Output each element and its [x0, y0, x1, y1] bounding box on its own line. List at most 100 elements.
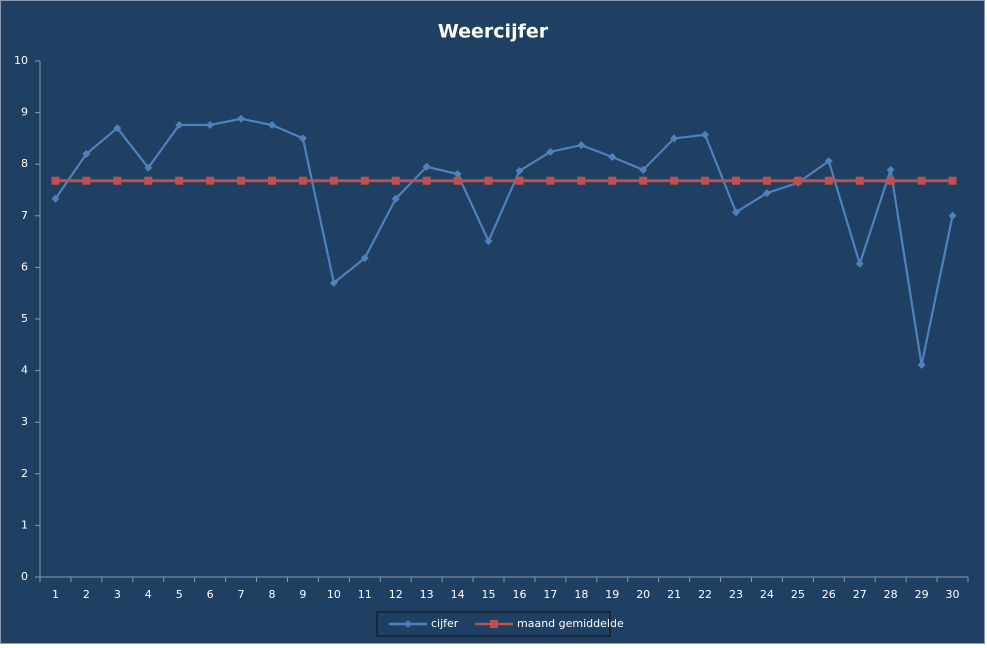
marker [175, 176, 184, 185]
marker [577, 176, 586, 185]
x-tick-label: 3 [114, 588, 121, 601]
x-tick-label: 8 [269, 588, 276, 601]
x-tick-label: 28 [884, 588, 898, 601]
y-tick-label: 1 [21, 518, 28, 531]
x-tick-label: 13 [420, 588, 434, 601]
marker [391, 176, 400, 185]
marker [237, 114, 246, 123]
marker [855, 176, 864, 185]
marker [329, 278, 338, 287]
marker [298, 134, 307, 143]
marker [701, 176, 710, 185]
marker [144, 163, 153, 172]
x-tick-label: 16 [512, 588, 526, 601]
marker [886, 165, 895, 174]
x-tick-label: 30 [946, 588, 960, 601]
x-tick-label: 11 [358, 588, 372, 601]
x-tick-label: 26 [822, 588, 836, 601]
x-tick-label: 21 [667, 588, 681, 601]
y-tick-label: 2 [21, 467, 28, 480]
marker [824, 157, 833, 166]
marker [206, 176, 215, 185]
x-tick-label: 5 [176, 588, 183, 601]
marker [732, 208, 740, 217]
x-tick-label: 18 [574, 588, 588, 601]
chart-title: Weercijfer [438, 21, 549, 43]
marker [546, 147, 555, 156]
x-tick-label: 25 [791, 588, 805, 601]
y-tick-label: 6 [21, 260, 28, 273]
marker [762, 176, 771, 185]
marker [793, 176, 802, 185]
x-tick-label: 20 [636, 588, 650, 601]
x-tick-label: 27 [853, 588, 867, 601]
y-tick-label: 0 [21, 570, 28, 583]
marker [422, 162, 431, 171]
marker [422, 176, 431, 185]
series-line [54, 117, 954, 366]
x-tick-label: 15 [482, 588, 496, 601]
marker [453, 176, 462, 185]
marker [453, 170, 462, 179]
marker [917, 360, 926, 369]
marker [113, 176, 122, 185]
y-tick-label: 3 [21, 415, 28, 428]
marker [948, 176, 957, 185]
y-tick-label: 5 [21, 312, 28, 325]
marker [824, 176, 833, 185]
marker [670, 176, 679, 185]
legend-label: cijfer [431, 617, 459, 630]
marker [484, 237, 493, 246]
marker [948, 211, 957, 220]
x-tick-label: 6 [207, 588, 214, 601]
legend-box [376, 611, 611, 637]
y-tick-label: 7 [21, 209, 28, 222]
marker [484, 176, 493, 185]
marker [762, 189, 771, 198]
x-tick-label: 7 [238, 588, 245, 601]
y-tick-label: 9 [21, 106, 28, 119]
marker [268, 176, 276, 185]
marker [329, 176, 338, 185]
y-tick-label: 8 [21, 157, 28, 170]
marker [577, 141, 586, 150]
x-tick-label: 2 [83, 588, 90, 601]
marker [670, 134, 679, 143]
x-tick-label: 19 [605, 588, 619, 601]
marker [175, 120, 184, 129]
x-tick-label: 4 [145, 588, 152, 601]
marker [391, 194, 400, 203]
marker [732, 176, 740, 185]
marker [886, 176, 895, 185]
x-tick-label: 1 [52, 588, 59, 601]
legend: cijfer maand gemiddelde [376, 611, 624, 637]
x-tick-label: 12 [389, 588, 403, 601]
marker [51, 176, 60, 185]
marker [608, 152, 617, 161]
marker [51, 194, 60, 203]
x-tick-label: 24 [760, 588, 774, 601]
marker [639, 176, 648, 185]
x-tick-label: 17 [543, 588, 557, 601]
y-tick-label: 4 [21, 364, 28, 377]
marker [82, 176, 91, 185]
x-tick-label: 23 [729, 588, 743, 601]
marker [206, 120, 215, 129]
marker [268, 120, 276, 129]
marker [298, 176, 307, 185]
marker [515, 166, 524, 175]
x-tick-label: 14 [451, 588, 465, 601]
marker [144, 176, 153, 185]
marker [515, 176, 524, 185]
marker [237, 176, 246, 185]
marker [404, 620, 412, 628]
x-tick-label: 10 [327, 588, 341, 601]
x-tick-label: 22 [698, 588, 712, 601]
legend-label: maand gemiddelde [517, 617, 624, 630]
marker [546, 176, 555, 185]
marker [917, 176, 926, 185]
marker [608, 176, 617, 185]
marker [639, 165, 648, 174]
